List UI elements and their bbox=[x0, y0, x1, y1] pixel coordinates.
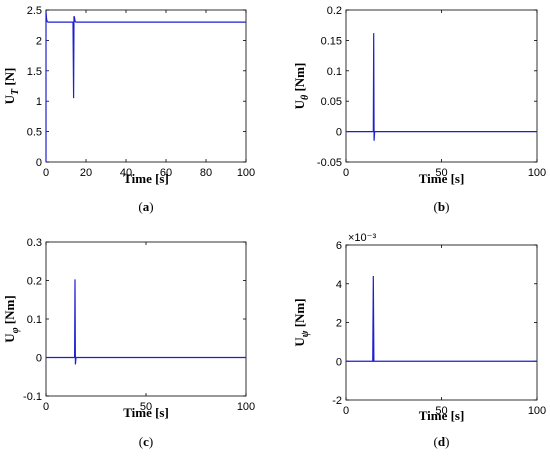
x-tick-label: 50 bbox=[435, 167, 447, 179]
x-tick-label: 100 bbox=[528, 167, 546, 179]
x-axis-label: Time [s] bbox=[419, 171, 465, 186]
y-axis-label-subscript: ψ bbox=[300, 330, 311, 337]
x-tick-label: 20 bbox=[80, 167, 92, 179]
y-tick-label: 0.2 bbox=[327, 5, 342, 17]
y-tick-label: 0 bbox=[36, 353, 42, 365]
panel-caption: (b) bbox=[434, 199, 450, 214]
caption-close-paren: ) bbox=[445, 199, 449, 214]
y-tick-label: 0 bbox=[336, 356, 342, 368]
caption-close-paren: ) bbox=[149, 434, 153, 449]
y-tick-label: 0.15 bbox=[321, 35, 342, 47]
x-tick-label: 100 bbox=[237, 167, 255, 179]
x-tick-label: 0 bbox=[43, 401, 49, 413]
y-axis-label: Uφ [Nm] bbox=[2, 295, 21, 342]
y-axis-label-unit: [Nm] bbox=[2, 295, 17, 327]
y-exponent-label: ×10⁻³ bbox=[348, 232, 376, 244]
y-axis-label-main: U bbox=[2, 94, 17, 104]
y-axis-label-subscript: φ bbox=[10, 327, 21, 333]
series-line-0 bbox=[45, 11, 246, 162]
caption-close-paren: ) bbox=[149, 199, 153, 214]
y-tick-label: -2 bbox=[332, 395, 342, 407]
caption-open-paren: ( bbox=[139, 434, 143, 449]
caption-close-paren: ) bbox=[445, 434, 449, 449]
x-tick-label: 50 bbox=[140, 401, 152, 413]
x-tick-label: 80 bbox=[200, 167, 212, 179]
x-axis-label: Time [s] bbox=[123, 171, 169, 186]
plot-frame bbox=[345, 244, 538, 401]
x-tick-label: 50 bbox=[435, 405, 447, 417]
y-tick-label: 6 bbox=[336, 240, 342, 252]
x-tick-label: 0 bbox=[343, 167, 349, 179]
x-axis-label: Time [s] bbox=[123, 405, 169, 420]
y-tick-label: 2.5 bbox=[27, 5, 42, 17]
caption-letter: d bbox=[438, 434, 446, 449]
caption-open-paren: ( bbox=[434, 434, 438, 449]
x-axis-label: Time [s] bbox=[419, 408, 465, 423]
x-tick-label: 40 bbox=[120, 167, 132, 179]
series-line-0 bbox=[346, 33, 537, 141]
y-axis-label-main: U bbox=[292, 337, 307, 347]
y-tick-label: 0 bbox=[336, 127, 342, 139]
caption-letter: b bbox=[438, 199, 445, 214]
x-tick-label: 0 bbox=[343, 405, 349, 417]
y-tick-label: -0.1 bbox=[23, 391, 42, 403]
caption-open-paren: ( bbox=[138, 199, 142, 214]
y-axis-label-unit: [N] bbox=[2, 68, 17, 89]
caption-letter: c bbox=[143, 434, 149, 449]
y-axis-label-unit: [Nm] bbox=[292, 298, 307, 330]
x-tick-label: 60 bbox=[160, 167, 172, 179]
y-tick-label: 2 bbox=[336, 318, 342, 330]
y-tick-label: 0.05 bbox=[321, 96, 342, 108]
series-line-0 bbox=[46, 279, 246, 365]
y-tick-label: 4 bbox=[336, 279, 342, 291]
plot-frame bbox=[45, 9, 247, 163]
y-tick-label: 1 bbox=[36, 96, 42, 108]
y-tick-label: 2 bbox=[36, 35, 42, 47]
panel-caption: (a) bbox=[138, 199, 153, 214]
y-axis-label-subscript: T bbox=[10, 88, 21, 95]
y-axis-label-unit: [Nm] bbox=[292, 63, 307, 95]
x-tick-label: 100 bbox=[237, 401, 255, 413]
y-axis-label-main: U bbox=[2, 333, 17, 343]
panel-caption: (d) bbox=[434, 434, 450, 449]
x-tick-label: 0 bbox=[43, 167, 49, 179]
series-line-0 bbox=[346, 275, 537, 362]
y-tick-label: 0.5 bbox=[27, 127, 42, 139]
panel-caption: (c) bbox=[139, 434, 153, 449]
x-tick-label: 100 bbox=[528, 405, 546, 417]
y-axis-label: Uθ [Nm] bbox=[292, 63, 311, 110]
y-axis-label-main: U bbox=[292, 99, 307, 109]
y-tick-label: 0.3 bbox=[27, 237, 42, 249]
y-tick-label: 1.5 bbox=[27, 66, 42, 78]
caption-letter: a bbox=[143, 199, 150, 214]
y-tick-label: 0.2 bbox=[27, 276, 42, 288]
caption-open-paren: ( bbox=[434, 199, 438, 214]
y-tick-label: 0.1 bbox=[327, 66, 342, 78]
plot-frame bbox=[45, 241, 247, 397]
y-tick-label: 0.1 bbox=[27, 314, 42, 326]
y-axis-label: UT [N] bbox=[2, 68, 21, 105]
y-tick-label: -0.05 bbox=[317, 157, 342, 169]
y-tick-label: 0 bbox=[36, 157, 42, 169]
y-axis-label-subscript: θ bbox=[300, 94, 311, 100]
y-axis-label: Uψ [Nm] bbox=[292, 298, 311, 346]
panel-a: 0 20 40 60 80 100 0 0.5 1 1.5 2 2.5 Time [s] UT [N] (a… bbox=[2, 5, 255, 214]
